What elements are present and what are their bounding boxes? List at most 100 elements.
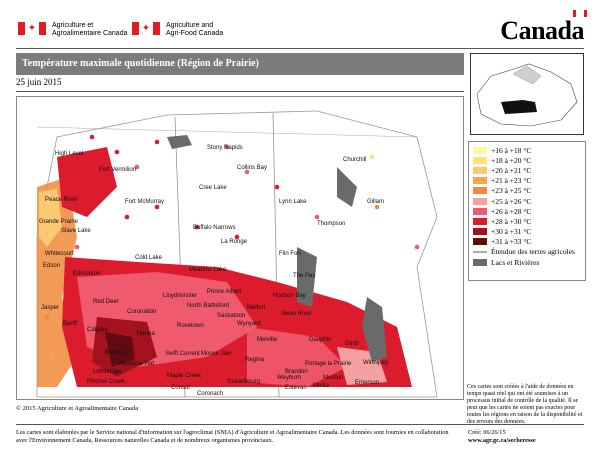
svg-text:Portage la Prairie: Portage la Prairie [305, 361, 352, 367]
svg-text:Saskatoon: Saskatoon [217, 313, 245, 319]
wordmark-flag-icon [573, 10, 587, 17]
svg-text:The Pas: The Pas [293, 273, 315, 279]
svg-text:Gravelbourg: Gravelbourg [227, 379, 260, 385]
svg-text:Cold Lake: Cold Lake [135, 255, 163, 261]
legend-item: +23 à +25 °C [473, 186, 581, 196]
svg-text:Swan River: Swan River [281, 311, 312, 317]
svg-text:Melville: Melville [257, 337, 278, 343]
title-rule [16, 91, 464, 92]
lake-athabasca [167, 135, 192, 149]
map-title: Température maximale quotidienne (Région… [16, 53, 464, 75]
svg-text:Fort McMurray: Fort McMurray [125, 199, 164, 205]
legend-item: +26 à +28 °C [473, 206, 581, 216]
svg-text:Lethbridge: Lethbridge [93, 369, 122, 375]
footer-credit: Les cartes sont élaborées par le Service… [16, 429, 449, 444]
map-date: 25 juin 2015 [16, 77, 62, 87]
temp-zone-north [57, 147, 117, 217]
svg-text:Melfort: Melfort [247, 305, 266, 311]
place-labels: High Level Fort Vermilion Peace River Fo… [39, 145, 388, 397]
svg-text:Dauphin: Dauphin [309, 337, 331, 343]
lake-swatch [473, 258, 487, 266]
svg-text:Thompson: Thompson [317, 221, 345, 227]
header-rule [16, 48, 584, 49]
svg-text:Red Deer: Red Deer [93, 299, 119, 305]
svg-text:High Level: High Level [55, 151, 83, 157]
border-nwt [36, 126, 418, 138]
svg-text:Edmonton: Edmonton [73, 271, 100, 277]
svg-text:Morden: Morden [323, 375, 343, 381]
prairie-region-highlight [501, 100, 537, 114]
legend-swatch [473, 238, 487, 246]
svg-text:La Ronge: La Ronge [221, 239, 248, 245]
svg-text:Coronach: Coronach [197, 391, 223, 397]
svg-text:Hanna: Hanna [137, 331, 155, 337]
svg-text:Stony Rapids: Stony Rapids [207, 145, 243, 151]
legend-swatch [473, 146, 487, 154]
svg-text:Rosetown: Rosetown [177, 323, 204, 329]
lake-winnipegosis [297, 247, 317, 307]
svg-text:Cree Lake: Cree Lake [199, 185, 227, 191]
svg-text:Peace River: Peace River [45, 197, 78, 203]
svg-text:Flin Fon: Flin Fon [279, 251, 301, 257]
svg-text:Lynn Lake: Lynn Lake [279, 199, 307, 205]
svg-text:Whitecourt: Whitecourt [45, 251, 74, 257]
temp-zone-west-cool [39, 189, 62, 247]
canada-locator-inset [470, 53, 584, 135]
svg-text:Emerson: Emerson [355, 380, 379, 386]
svg-text:Winnipeg: Winnipeg [363, 360, 388, 366]
svg-text:Collins Bay: Collins Bay [237, 165, 267, 171]
svg-text:Pincher Creek: Pincher Creek [87, 379, 126, 385]
canada-flag-icon: ✦ [18, 22, 46, 35]
legend-lakes: Lacs et Rivières [473, 257, 581, 267]
station-dots [44, 134, 420, 360]
canada-flag-icon: ✦ [132, 22, 160, 35]
svg-text:Prince Albert: Prince Albert [207, 289, 241, 295]
legend-item: +16 à +18 °C [473, 145, 581, 155]
map-legend: +16 à +18 °C +18 à +20 °C +20 à +21 °C +… [468, 141, 586, 281]
svg-text:Melita: Melita [313, 383, 330, 389]
agri-extent-line-icon [473, 250, 487, 253]
svg-text:Medicine Hat: Medicine Hat [119, 361, 154, 367]
legend-swatch [473, 217, 487, 225]
legend-item: +30 à +31 °C [473, 227, 581, 237]
svg-text:Maple Creek: Maple Creek [167, 373, 202, 379]
legend-item: +25 à +26 °C [473, 196, 581, 206]
data-quality-note: Ces cartes sont créées à l'aide de donné… [467, 384, 583, 425]
svg-text:Gillam: Gillam [367, 199, 384, 205]
legend-swatch [473, 177, 487, 185]
svg-text:Slave Lake: Slave Lake [61, 228, 91, 234]
header: ✦ Agriculture et Agroalimentaire Canada … [0, 0, 600, 50]
dept-name-fr: Agriculture et Agroalimentaire Canada [52, 22, 128, 37]
svg-text:Coronation: Coronation [127, 309, 156, 315]
dept-name-en: Agriculture and Agri-Food Canada [166, 22, 224, 37]
legend-item: +18 à +20 °C [473, 155, 581, 165]
lake-winnipeg [362, 297, 387, 362]
legend-swatch [473, 156, 487, 164]
website-link[interactable]: www.agr.gc.ca/secheresse [468, 436, 536, 444]
svg-text:Estevan: Estevan [285, 385, 307, 391]
svg-text:Brandon: Brandon [285, 369, 308, 375]
created-date: Créé: 06/26/15 [468, 429, 506, 436]
legend-swatch [473, 197, 487, 205]
svg-text:Churchill: Churchill [343, 157, 366, 163]
legend-item: +28 à +30 °C [473, 216, 581, 226]
svg-text:Calgary: Calgary [87, 327, 108, 333]
svg-text:North Battleford: North Battleford [187, 303, 229, 309]
created-info: Créé: 06/26/15 www.agr.gc.ca/secheresse [468, 429, 536, 444]
svg-text:Brooks: Brooks [105, 350, 124, 356]
svg-text:Regina: Regina [245, 357, 265, 363]
svg-text:Fort Vermilion: Fort Vermilion [99, 167, 136, 173]
temp-zone-hottest [105, 332, 135, 367]
prairie-map: High Level Fort Vermilion Peace River Fo… [16, 96, 464, 400]
legend-item: +21 à +23 °C [473, 176, 581, 186]
canada-wordmark: Canada [500, 10, 587, 46]
svg-text:Buffalo Narrows: Buffalo Narrows [193, 225, 236, 231]
legend-swatch [473, 207, 487, 215]
temp-zone-se [247, 327, 347, 387]
svg-text:Banff: Banff [63, 321, 77, 327]
legend-item: +20 à +21 °C [473, 165, 581, 175]
svg-text:Grande Prairie: Grande Prairie [39, 219, 79, 225]
footer-rule [16, 424, 584, 425]
svg-text:Swift Current: Swift Current [165, 351, 200, 357]
svg-text:Jasper: Jasper [41, 305, 59, 311]
